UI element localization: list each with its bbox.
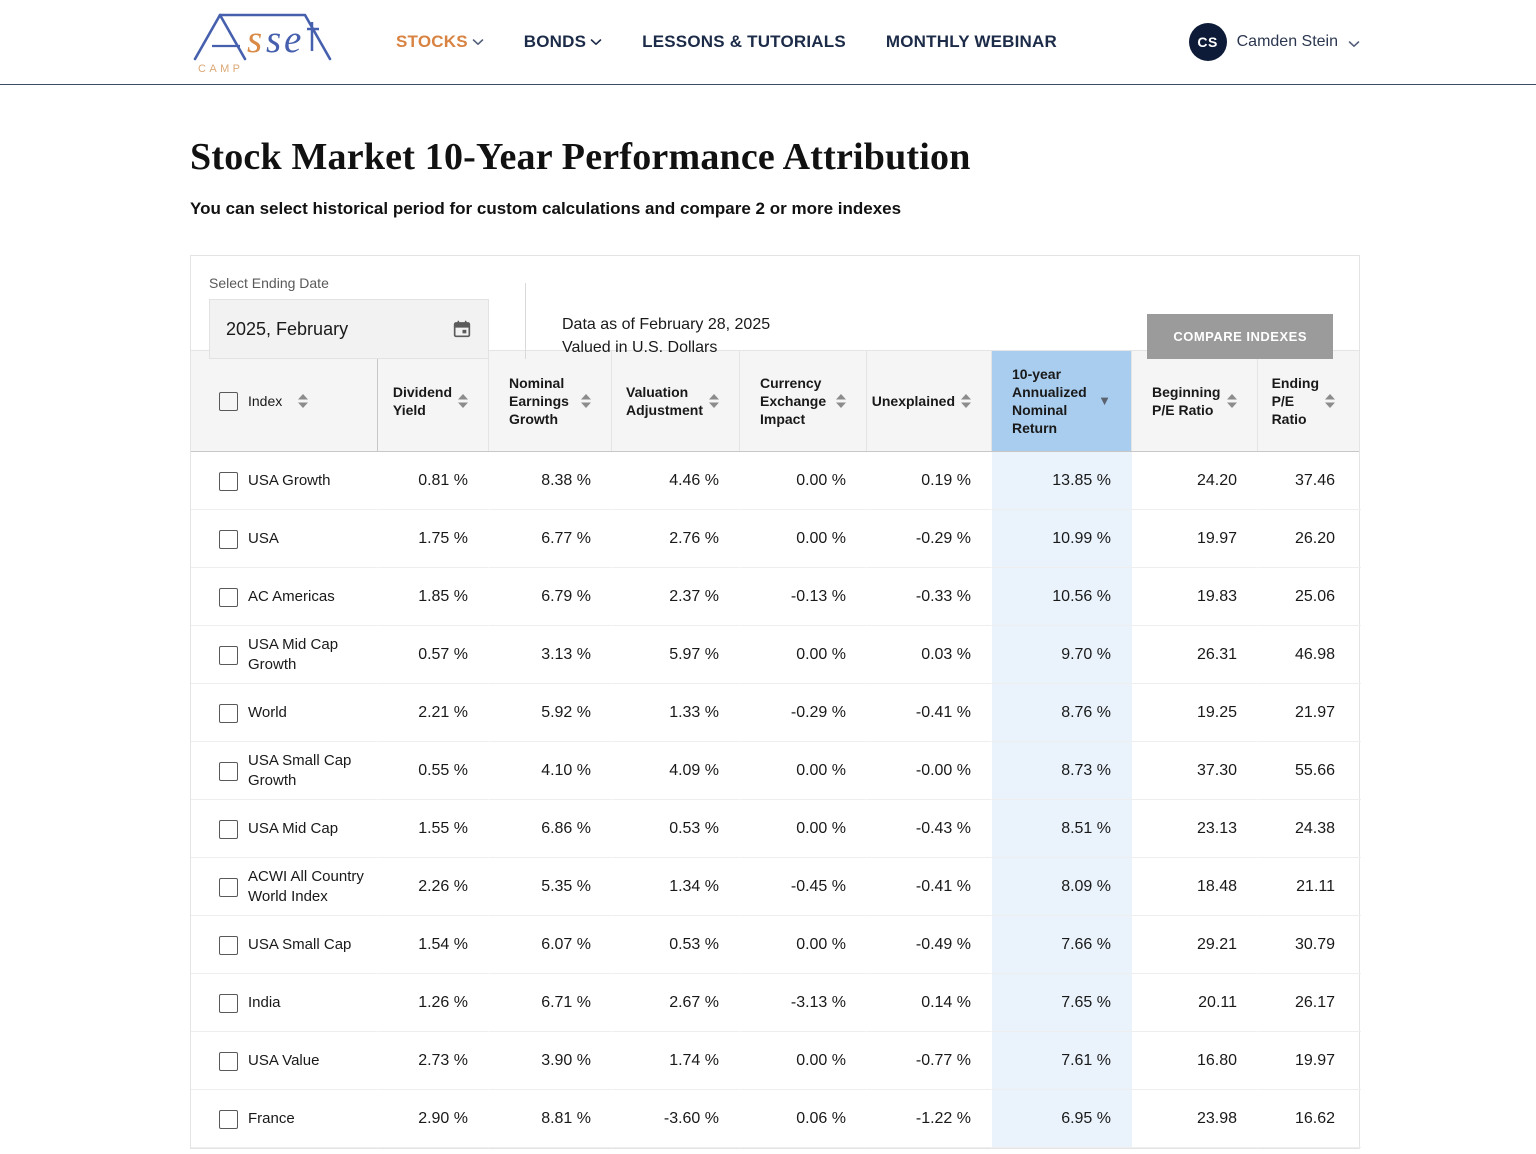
svg-text:e: e xyxy=(284,18,301,61)
svg-text:s: s xyxy=(247,18,262,61)
svg-text:CAMP: CAMP xyxy=(198,63,243,75)
svg-text:s: s xyxy=(266,18,281,61)
